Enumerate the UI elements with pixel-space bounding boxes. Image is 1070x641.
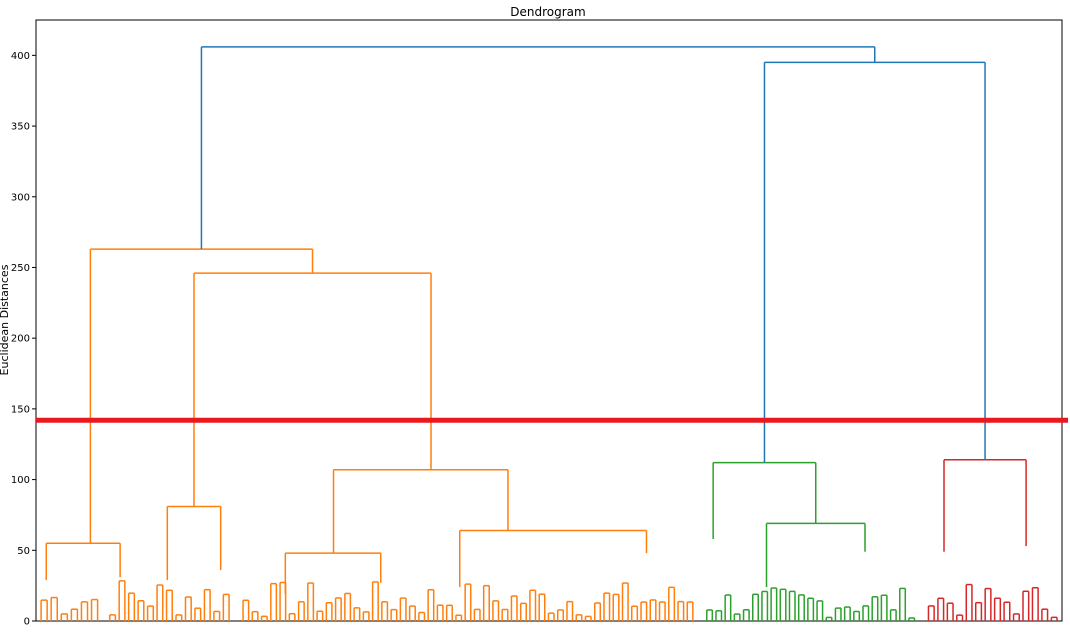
chart-title: Dendrogram (510, 5, 585, 19)
y-tick-label-0: 0 (24, 617, 30, 628)
y-tick-label-150: 150 (11, 404, 30, 415)
y-axis-label: Euclidean Distances (0, 264, 11, 375)
y-tick-label-200: 200 (11, 334, 30, 345)
y-tick-label-350: 350 (11, 122, 30, 133)
y-tick-label-100: 100 (11, 475, 30, 486)
y-tick-label-250: 250 (11, 263, 30, 274)
y-tick-label-400: 400 (11, 51, 30, 62)
y-tick-label-50: 50 (17, 546, 30, 557)
plot-area: 0 50 100 150 200 250 300 350 400 (11, 19, 1068, 628)
y-tick-label-300: 300 (11, 192, 30, 203)
